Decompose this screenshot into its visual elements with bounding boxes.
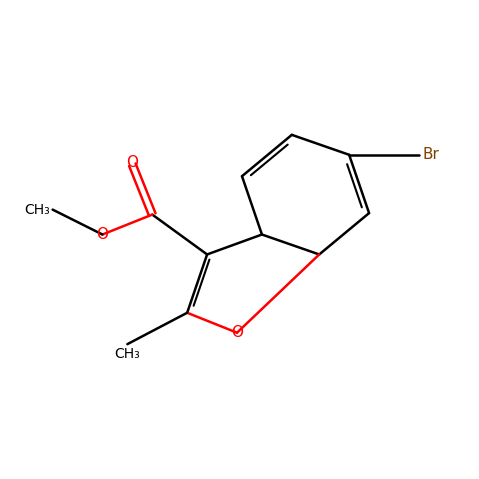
Text: O: O	[231, 325, 243, 340]
Text: CH₃: CH₃	[114, 347, 140, 361]
Text: CH₃: CH₃	[24, 203, 50, 217]
Text: O: O	[126, 155, 138, 170]
Text: Br: Br	[423, 147, 440, 162]
Text: O: O	[96, 227, 108, 242]
